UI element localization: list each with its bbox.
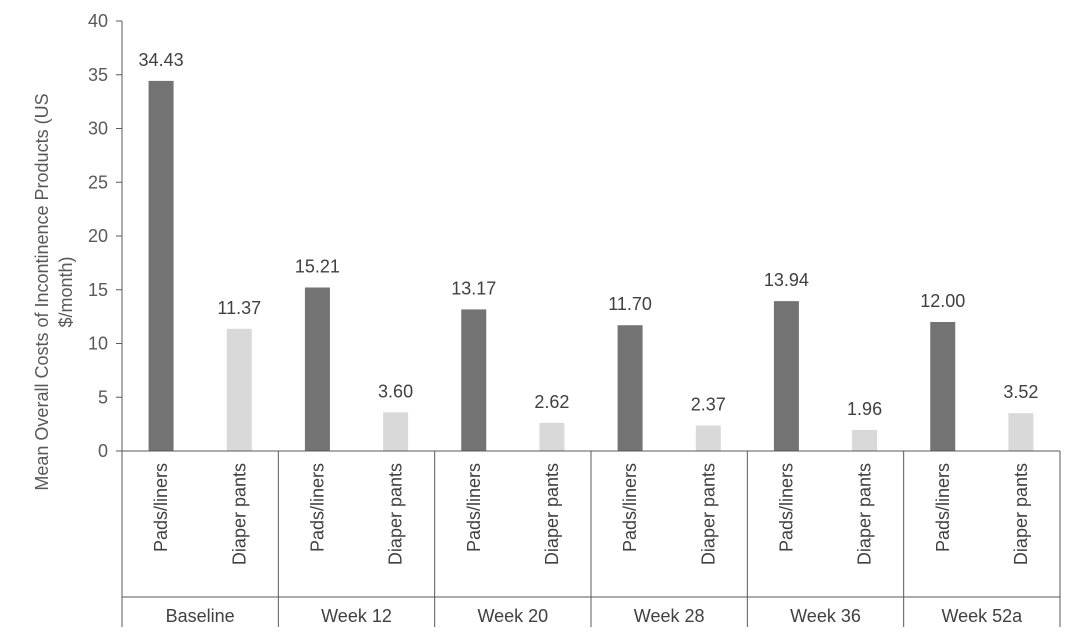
bar-pads-liners-week-36 <box>773 301 799 451</box>
subcategory-label: Pads/liners <box>464 463 484 552</box>
bar-diaper-pants-week-36 <box>852 429 878 451</box>
y-axis-ticks: 0 5 10 15 20 25 30 35 40 <box>88 11 122 461</box>
y-tick-label: 20 <box>88 226 108 246</box>
y-axis-title: Mean Overall Costs of Incontinence Produ… <box>32 93 76 490</box>
data-label: 2.37 <box>691 395 726 415</box>
data-label: 13.94 <box>764 270 809 290</box>
group-label: Week 28 <box>634 606 705 626</box>
group-label: Week 12 <box>321 606 392 626</box>
subcategory-label: Diaper pants <box>229 463 249 565</box>
bar-diaper-pants-week-20 <box>539 422 565 451</box>
bar-pads-liners-week-28 <box>617 325 643 451</box>
data-label: 2.62 <box>534 392 569 412</box>
data-label: 11.70 <box>608 294 652 314</box>
bar-pads-liners-week-20 <box>461 309 487 451</box>
data-label: 13.17 <box>451 278 496 298</box>
y-axis-title-line-1: Mean Overall Costs of Incontinence Produ… <box>32 93 52 490</box>
group-label: Week 20 <box>477 606 548 626</box>
bar-diaper-pants-baseline <box>226 328 252 451</box>
subcategory-label: Pads/liners <box>776 463 796 552</box>
y-tick-label: 0 <box>98 441 108 461</box>
subcategory-label: Diaper pants <box>386 463 406 565</box>
subcategory-label: Pads/liners <box>307 463 327 552</box>
group-label: Week 52a <box>941 606 1023 626</box>
subcategory-label: Diaper pants <box>542 463 562 565</box>
category-labels: Pads/liners Diaper pants Baseline Pads/line… <box>151 463 1031 626</box>
y-tick-label: 15 <box>88 280 108 300</box>
bars <box>148 80 1034 451</box>
y-tick-label: 5 <box>98 387 108 407</box>
data-label: 34.43 <box>139 50 184 70</box>
bar-diaper-pants-week-52a <box>1008 413 1034 451</box>
y-axis-title-line-2: $/month) <box>56 256 76 327</box>
data-labels: 34.43 11.37 15.21 3.60 13.17 2.62 11.70 2.37 13.… <box>139 50 1039 419</box>
data-label: 11.37 <box>217 298 261 318</box>
data-label: 3.60 <box>378 381 413 401</box>
subcategory-label: Pads/liners <box>151 463 171 552</box>
y-tick-label: 25 <box>88 172 108 192</box>
data-label: 12.00 <box>920 291 965 311</box>
subcategory-label: Diaper pants <box>698 463 718 565</box>
subcategory-label: Diaper pants <box>855 463 875 565</box>
data-label: 1.96 <box>847 399 882 419</box>
bar-pads-liners-week-52a <box>930 322 956 451</box>
data-label: 15.21 <box>295 256 340 276</box>
axes <box>121 21 1061 627</box>
y-tick-label: 35 <box>88 65 108 85</box>
y-tick-label: 30 <box>88 119 108 139</box>
subcategory-label: Pads/liners <box>620 463 640 552</box>
y-tick-label: 10 <box>88 334 108 354</box>
bar-pads-liners-baseline <box>148 80 174 451</box>
group-label: Baseline <box>166 606 235 626</box>
data-label: 3.52 <box>1003 382 1038 402</box>
bar-diaper-pants-week-28 <box>695 425 721 451</box>
bar-diaper-pants-week-12 <box>383 412 409 451</box>
bar-pads-liners-week-12 <box>304 287 330 451</box>
subcategory-label: Diaper pants <box>1011 463 1031 565</box>
y-tick-label: 40 <box>88 11 108 31</box>
group-label: Week 36 <box>790 606 861 626</box>
subcategory-label: Pads/liners <box>933 463 953 552</box>
